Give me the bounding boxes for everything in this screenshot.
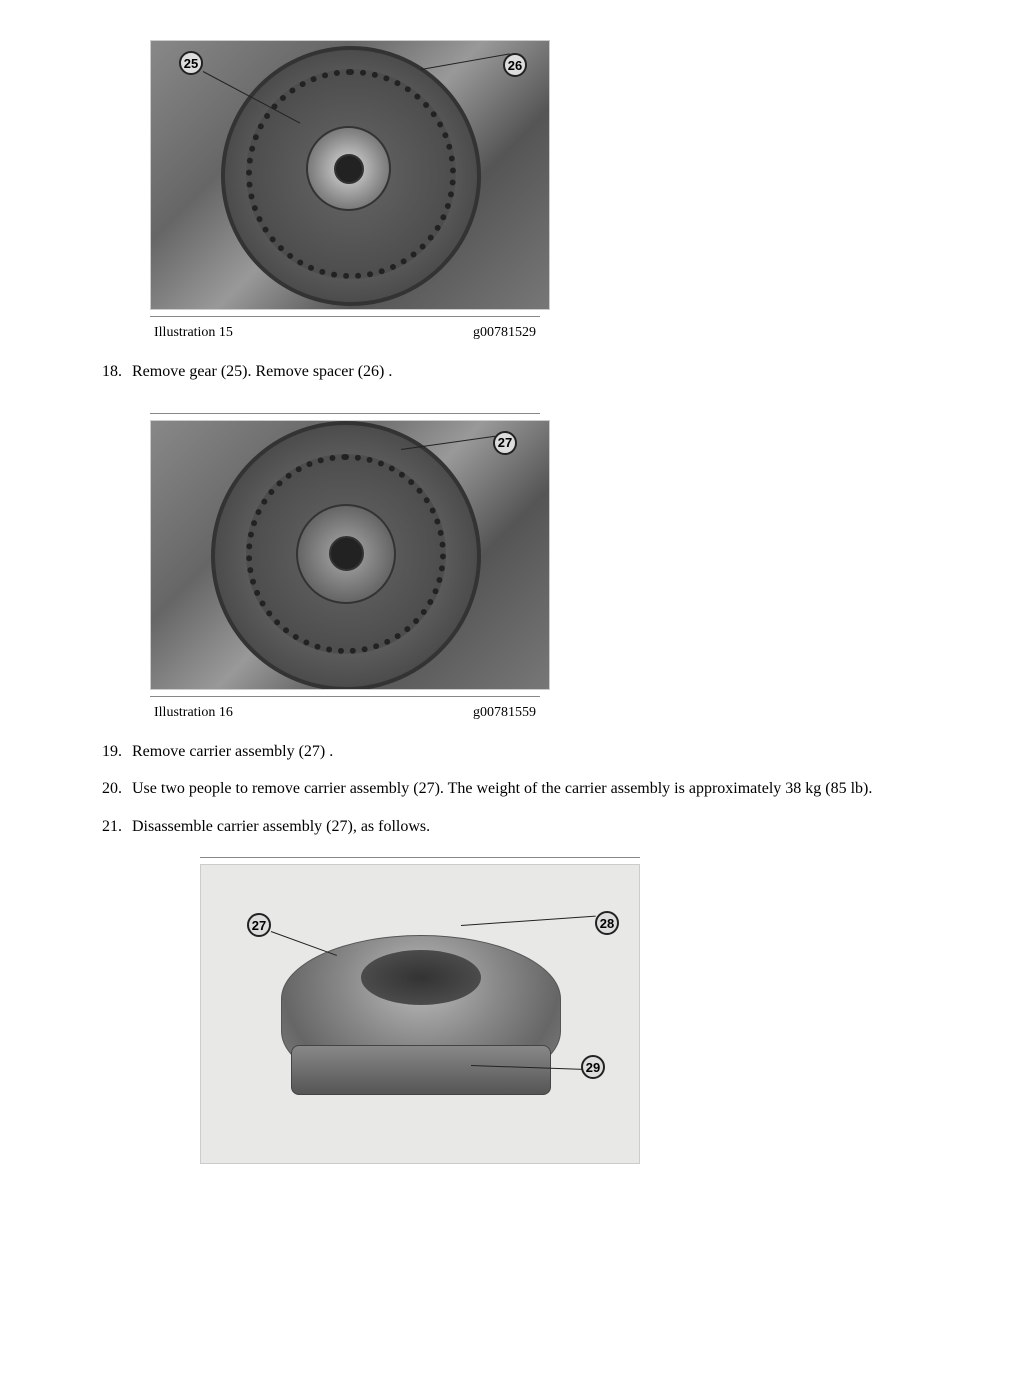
step-list-1: 18. Remove gear (25). Remove spacer (26)… — [90, 361, 934, 383]
callout-label: 25 — [184, 56, 198, 71]
step-18: 18. Remove gear (25). Remove spacer (26)… — [90, 361, 934, 383]
step-text: Use two people to remove carrier assembl… — [132, 778, 934, 800]
callout-label: 27 — [252, 918, 266, 933]
illustration-17-image: 27 28 29 — [200, 864, 640, 1164]
figure-divider-top — [200, 857, 640, 858]
illustration-label: Illustration 16 — [154, 705, 233, 721]
step-text: Disassemble carrier assembly (27), as fo… — [132, 816, 934, 838]
illustration-15-caption: Illustration 15 g00781529 — [150, 323, 540, 343]
callout-label: 29 — [586, 1060, 600, 1075]
illustration-16-image: 27 — [150, 420, 550, 690]
illustration-15-image: 25 26 — [150, 40, 550, 310]
callout-26: 26 — [503, 53, 527, 77]
illustration-15-block: 25 26 Illustration 15 g00781529 — [150, 40, 934, 343]
illustration-16-caption: Illustration 16 g00781559 — [150, 703, 540, 723]
callout-28: 28 — [595, 911, 619, 935]
callout-25: 25 — [179, 51, 203, 75]
callout-label: 26 — [508, 58, 522, 73]
step-21: 21. Disassemble carrier assembly (27), a… — [90, 816, 934, 838]
figure-divider — [150, 316, 540, 317]
callout-27: 27 — [493, 431, 517, 455]
step-20: 20. Use two people to remove carrier ass… — [90, 778, 934, 800]
figure-divider — [150, 696, 540, 697]
callout-label: 28 — [600, 916, 614, 931]
figure-divider-top — [150, 413, 540, 414]
illustration-label: Illustration 15 — [154, 325, 233, 341]
step-number: 19. — [90, 741, 122, 763]
step-number: 18. — [90, 361, 122, 383]
step-text: Remove carrier assembly (27) . — [132, 741, 934, 763]
illustration-16-block: 27 Illustration 16 g00781559 — [150, 413, 934, 723]
step-list-2: 19. Remove carrier assembly (27) . 20. U… — [90, 741, 934, 838]
illustration-code: g00781529 — [473, 325, 536, 341]
step-number: 21. — [90, 816, 122, 838]
illustration-code: g00781559 — [473, 705, 536, 721]
step-19: 19. Remove carrier assembly (27) . — [90, 741, 934, 763]
callout-label: 27 — [498, 435, 512, 450]
callout-29: 29 — [581, 1055, 605, 1079]
illustration-17-block: 27 28 29 — [200, 857, 934, 1164]
callout-27b: 27 — [247, 913, 271, 937]
step-number: 20. — [90, 778, 122, 800]
step-text: Remove gear (25). Remove spacer (26) . — [132, 361, 934, 383]
